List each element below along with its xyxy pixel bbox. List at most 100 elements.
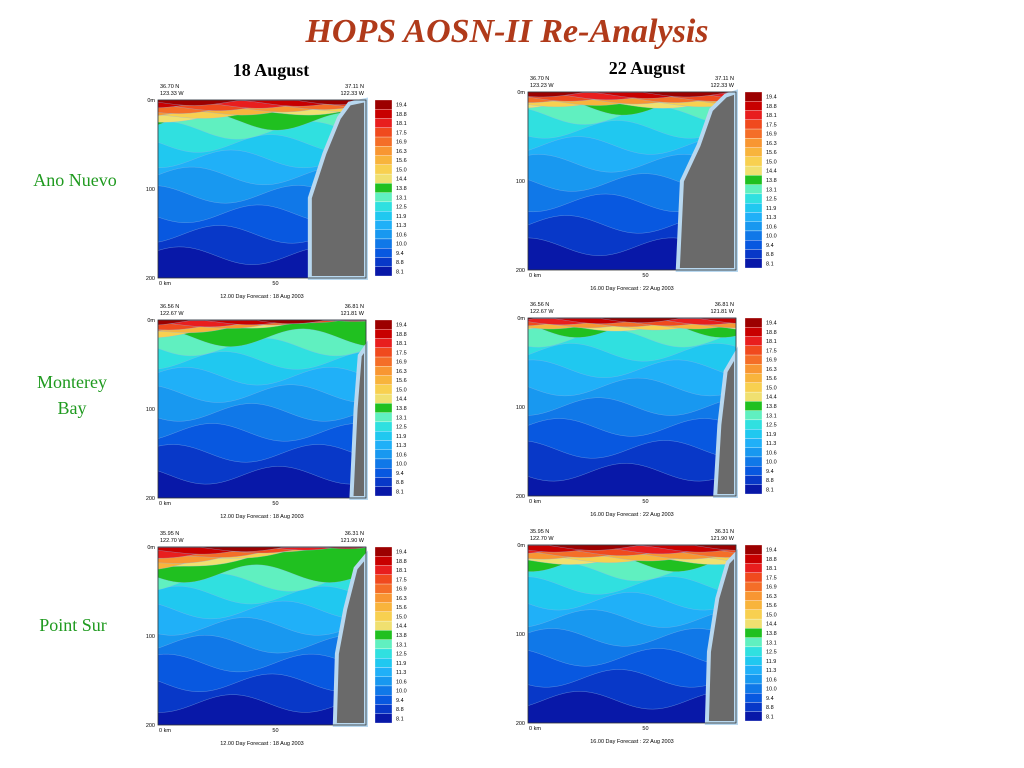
colorbar-swatch bbox=[744, 345, 763, 356]
axis-label: 0m bbox=[517, 90, 525, 96]
colorbar-label: 9.4 bbox=[766, 696, 774, 702]
colorbar-label: 15.6 bbox=[766, 603, 777, 609]
colorbar-swatch bbox=[374, 118, 393, 128]
colorbar-label: 11.9 bbox=[396, 661, 406, 667]
colorbar-label: 10.0 bbox=[396, 689, 407, 695]
colorbar-label: 9.4 bbox=[396, 698, 404, 704]
colorbar-label: 17.5 bbox=[396, 130, 407, 136]
colorbar-swatch bbox=[744, 609, 763, 620]
forecast-label: 16.00 Day Forecast : 22 Aug 2003 bbox=[590, 286, 673, 292]
corner-label: 36.70 N bbox=[530, 76, 549, 82]
colorbar-label: 8.8 bbox=[766, 705, 774, 711]
colorbar-label: 10.6 bbox=[396, 452, 407, 458]
colorbar-label: 12.5 bbox=[396, 425, 407, 431]
colorbar-label: 8.1 bbox=[396, 269, 404, 275]
colorbar-label: 19.4 bbox=[766, 95, 777, 101]
colorbar-swatch bbox=[374, 136, 393, 147]
colorbar-swatch bbox=[744, 147, 763, 157]
colorbar-swatch bbox=[374, 375, 393, 385]
colorbar-label: 12.5 bbox=[396, 205, 407, 211]
axis-label: 100 bbox=[516, 632, 525, 638]
colorbar-label: 10.6 bbox=[396, 232, 407, 238]
colorbar-swatch bbox=[374, 229, 393, 240]
colorbar-swatch bbox=[374, 393, 393, 404]
corner-label: 122.67 W bbox=[160, 311, 184, 317]
colorbar-label: 15.0 bbox=[766, 159, 777, 165]
colorbar-label: 16.3 bbox=[396, 596, 407, 602]
colorbar-swatch bbox=[374, 695, 393, 705]
corner-label: 122.70 W bbox=[530, 536, 554, 542]
colorbar-swatch bbox=[744, 466, 763, 476]
colorbar-swatch bbox=[744, 128, 763, 139]
colorbar-label: 18.1 bbox=[766, 113, 777, 119]
axis-label: 0 km bbox=[529, 499, 541, 505]
colorbar-swatch bbox=[744, 683, 763, 694]
colorbar-label: 10.0 bbox=[396, 242, 407, 248]
axis-label: 100 bbox=[146, 407, 155, 413]
colorbar-label: 8.1 bbox=[766, 261, 774, 267]
colorbar-label: 16.9 bbox=[396, 360, 407, 366]
colorbar-label: 14.4 bbox=[396, 177, 407, 183]
colorbar-swatch bbox=[374, 338, 393, 348]
colorbar-label: 16.9 bbox=[766, 358, 777, 364]
contour-band bbox=[527, 91, 737, 98]
colorbar-label: 14.4 bbox=[766, 622, 777, 628]
colorbar-swatch bbox=[744, 401, 763, 411]
colorbar-swatch bbox=[374, 319, 393, 330]
colorbar-label: 12.5 bbox=[766, 650, 777, 656]
colorbar-swatch bbox=[374, 602, 393, 612]
colorbar-swatch bbox=[374, 468, 393, 478]
colorbar-label: 14.4 bbox=[396, 397, 407, 403]
colorbar-label: 8.1 bbox=[766, 714, 774, 720]
colorbar-label: 11.3 bbox=[766, 215, 776, 221]
axis-label: 0 km bbox=[159, 281, 171, 287]
colorbar-label: 15.0 bbox=[396, 167, 407, 173]
colorbar-swatch bbox=[744, 327, 763, 337]
colorbar-label: 19.4 bbox=[766, 548, 777, 554]
colorbar-label: 19.4 bbox=[396, 103, 407, 109]
colorbar-swatch bbox=[744, 203, 763, 213]
contour-band bbox=[157, 319, 367, 326]
axis-label: 0m bbox=[147, 98, 155, 104]
corner-label: 36.56 N bbox=[160, 304, 179, 310]
colorbar-label: 16.9 bbox=[766, 132, 777, 138]
forecast-label: 12.00 Day Forecast : 18 Aug 2003 bbox=[220, 514, 303, 520]
colorbar-swatch bbox=[374, 183, 393, 193]
colorbar-swatch bbox=[744, 221, 763, 232]
colorbar-swatch bbox=[374, 611, 393, 622]
colorbar-swatch bbox=[744, 438, 763, 448]
colorbar-swatch bbox=[374, 356, 393, 367]
axis-label: 100 bbox=[516, 405, 525, 411]
axis-label: 100 bbox=[516, 179, 525, 185]
colorbar-label: 9.4 bbox=[396, 251, 404, 257]
axis-label: 0m bbox=[147, 318, 155, 324]
colorbar-swatch bbox=[374, 164, 393, 175]
colorbar-swatch bbox=[744, 600, 763, 610]
colorbar-label: 10.0 bbox=[766, 687, 777, 693]
colorbar-swatch bbox=[744, 110, 763, 120]
colorbar-label: 15.0 bbox=[766, 612, 777, 618]
axis-label: 100 bbox=[146, 634, 155, 640]
colorbar-swatch bbox=[744, 456, 763, 467]
corner-label: 37.11 N bbox=[345, 84, 364, 90]
axis-label: 50 bbox=[272, 728, 278, 734]
colorbar-label: 9.4 bbox=[766, 469, 774, 475]
colorbar-swatch bbox=[374, 99, 393, 110]
colorbar-swatch bbox=[744, 702, 763, 712]
colorbar-label: 16.3 bbox=[766, 367, 777, 373]
corner-label: 121.90 W bbox=[340, 538, 364, 544]
colorbar-swatch bbox=[374, 565, 393, 575]
colorbar-swatch bbox=[744, 364, 763, 374]
colorbar-label: 15.6 bbox=[396, 605, 407, 611]
colorbar-label: 13.8 bbox=[396, 406, 407, 412]
axis-label: 0m bbox=[147, 545, 155, 551]
corner-label: 37.11 N bbox=[715, 76, 734, 82]
colorbar-swatch bbox=[374, 266, 393, 277]
colorbar-swatch bbox=[374, 421, 393, 432]
colorbar-swatch bbox=[374, 574, 393, 585]
colorbar-label: 9.4 bbox=[766, 243, 774, 249]
corner-label: 122.67 W bbox=[530, 309, 554, 315]
colorbar-label: 12.5 bbox=[766, 423, 777, 429]
colorbar-swatch bbox=[374, 477, 393, 487]
colorbar-label: 18.8 bbox=[396, 559, 407, 565]
